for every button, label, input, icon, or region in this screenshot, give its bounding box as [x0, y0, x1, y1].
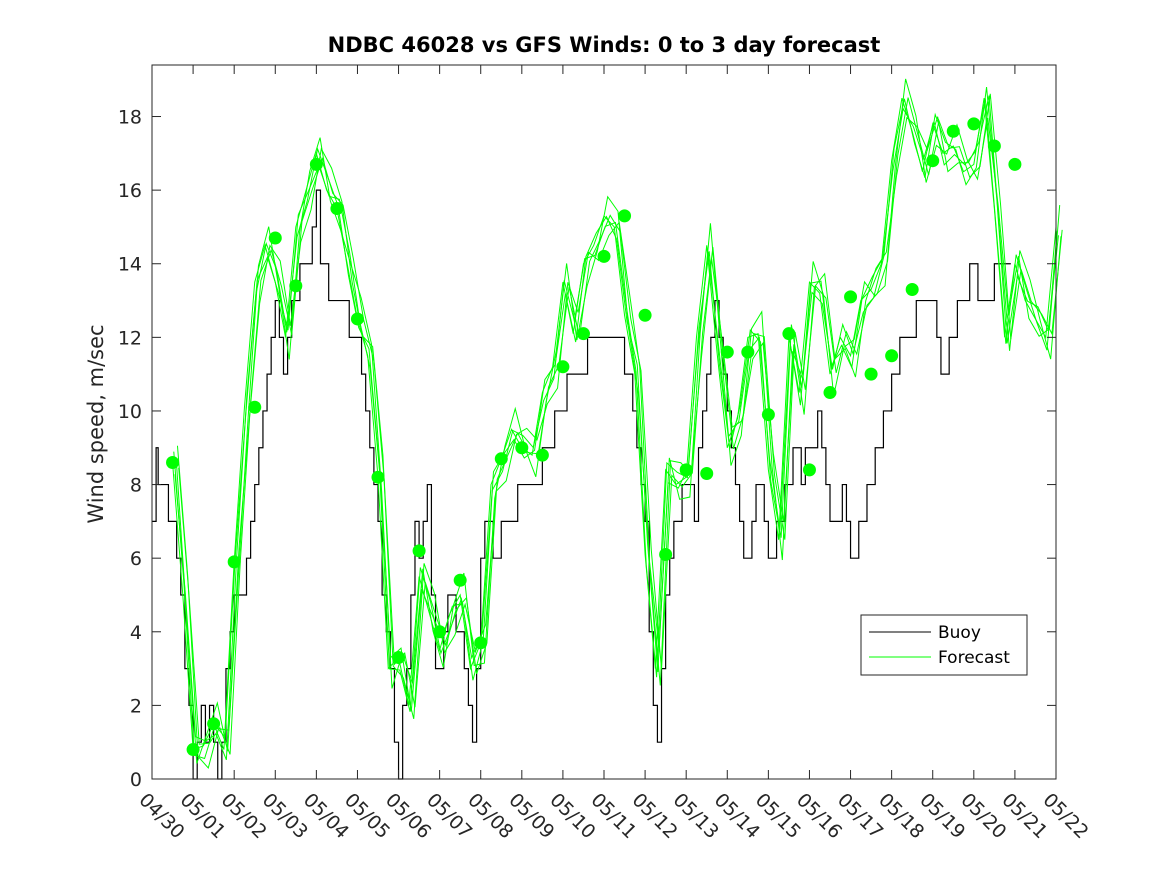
forecast-marker — [946, 124, 960, 138]
y-tick-label: 2 — [130, 695, 142, 717]
forecast-marker — [227, 555, 241, 569]
forecast-marker — [350, 312, 364, 326]
forecast-marker — [494, 452, 508, 466]
legend: Buoy Forecast — [860, 614, 1028, 676]
forecast-marker — [576, 327, 590, 341]
forecast-series-layer — [172, 78, 1063, 769]
y-axis-label: Wind speed, m/sec — [84, 324, 108, 523]
forecast-line — [178, 93, 1063, 755]
legend-buoy-label: Buoy — [938, 623, 981, 643]
buoy-series-layer — [152, 189, 1011, 780]
forecast-marker — [515, 441, 529, 455]
forecast-line — [175, 78, 1061, 764]
forecast-marker — [597, 249, 611, 263]
forecast-line — [174, 87, 1059, 761]
forecast-marker — [330, 202, 344, 216]
forecast-marker — [679, 463, 693, 477]
y-tick-label: 4 — [130, 622, 142, 644]
forecast-marker — [659, 547, 673, 561]
forecast-marker — [309, 157, 323, 171]
forecast-marker — [371, 470, 385, 484]
y-tick-label: 10 — [118, 401, 142, 423]
forecast-marker — [844, 290, 858, 304]
forecast-marker — [987, 139, 1001, 153]
forecast-marker — [1008, 157, 1022, 171]
forecast-line — [176, 95, 1062, 769]
buoy-line — [152, 189, 1011, 780]
forecast-marker — [289, 279, 303, 293]
forecast-marker — [268, 231, 282, 245]
y-tick-label: 16 — [118, 180, 142, 202]
forecast-marker — [474, 636, 488, 650]
y-tick-label: 18 — [118, 107, 142, 129]
forecast-marker — [207, 717, 221, 731]
legend-forecast-label: Forecast — [938, 648, 1010, 668]
forecast-marker — [186, 743, 200, 757]
forecast-marker — [638, 308, 652, 322]
forecast-marker — [926, 154, 940, 168]
y-tick-label: 6 — [130, 548, 142, 570]
forecast-marker — [802, 463, 816, 477]
forecast-marker — [433, 625, 447, 639]
forecast-marker — [248, 400, 262, 414]
forecast-marker — [535, 448, 549, 462]
forecast-marker — [905, 283, 919, 297]
y-tick-label: 14 — [118, 254, 142, 276]
chart-title: NDBC 46028 vs GFS Winds: 0 to 3 day fore… — [328, 33, 881, 57]
forecast-marker — [885, 349, 899, 363]
y-axis: 0 2 4 6 8 10 12 14 16 18 — [118, 107, 1056, 791]
forecast-marker — [556, 360, 570, 374]
y-tick-label: 12 — [118, 327, 142, 349]
forecast-marker — [700, 467, 714, 481]
forecast-marker — [823, 386, 837, 400]
y-tick-label: 8 — [130, 475, 142, 497]
forecast-marker-layer — [166, 117, 1022, 757]
forecast-marker — [720, 345, 734, 359]
forecast-marker — [453, 573, 467, 587]
forecast-marker — [412, 544, 426, 558]
forecast-marker — [761, 408, 775, 422]
forecast-marker — [782, 327, 796, 341]
legend-box — [860, 614, 1028, 676]
forecast-marker — [741, 345, 755, 359]
forecast-marker — [967, 117, 981, 131]
forecast-marker — [166, 455, 180, 469]
y-tick-label: 0 — [130, 769, 142, 791]
forecast-marker — [864, 367, 878, 381]
forecast-marker — [392, 651, 406, 665]
forecast-marker — [618, 209, 632, 223]
